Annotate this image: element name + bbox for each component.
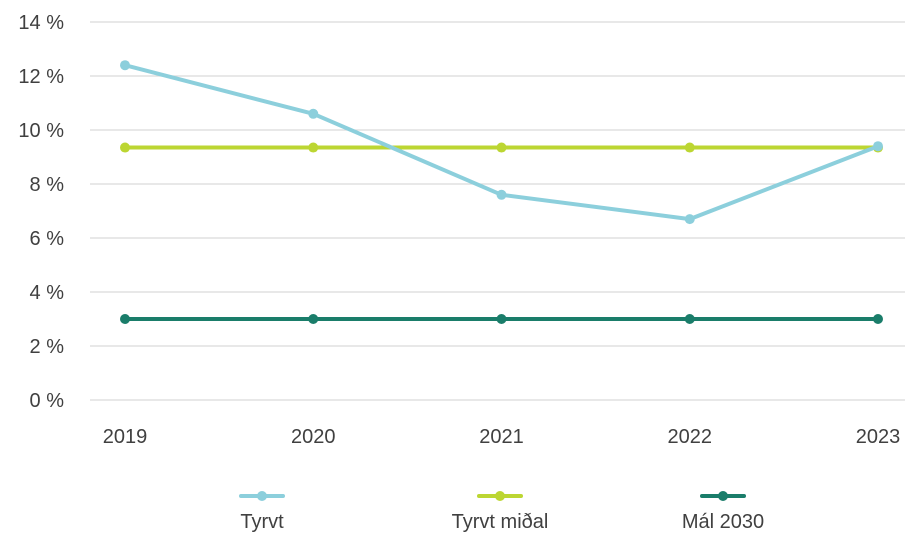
data-point — [684, 314, 695, 324]
legend-label: Mál 2030 — [682, 511, 764, 533]
data-point — [496, 142, 507, 153]
y-tick-label: 2 % — [30, 336, 65, 358]
legend-label: Tyrvt — [240, 511, 284, 533]
y-tick-label: 4 % — [30, 282, 65, 304]
legend-item: Tyrvt miðal — [452, 491, 549, 533]
x-tick-label: 2021 — [479, 426, 524, 448]
data-point — [120, 314, 130, 324]
y-tick-label: 0 % — [30, 390, 65, 412]
x-axis-ticks: 2019 2020 2021 2022 2023 — [103, 426, 901, 448]
y-tick-label: 14 % — [18, 12, 64, 34]
data-point — [120, 142, 130, 153]
legend-swatch-marker — [718, 491, 728, 501]
data-point — [308, 314, 319, 324]
x-tick-label: 2022 — [668, 426, 713, 448]
x-tick-label: 2019 — [103, 426, 148, 448]
legend-swatch-marker — [257, 491, 267, 501]
data-point — [120, 60, 130, 71]
legend-item: Mál 2030 — [682, 491, 764, 533]
legend-label: Tyrvt miðal — [452, 511, 549, 533]
data-point — [873, 141, 883, 152]
data-point — [308, 142, 319, 153]
y-tick-label: 10 % — [18, 120, 64, 142]
grid-lines — [90, 21, 905, 401]
data-point — [873, 314, 883, 324]
y-axis-ticks: 0 % 2 % 4 % 6 % 8 % 10 % 12 % 14 % — [18, 12, 64, 412]
y-tick-label: 12 % — [18, 66, 64, 88]
series-lines — [120, 60, 883, 324]
legend-item: Tyrvt — [239, 491, 285, 533]
data-point — [496, 314, 507, 324]
y-tick-label: 6 % — [30, 228, 65, 250]
y-tick-label: 8 % — [30, 174, 65, 196]
data-point — [496, 189, 507, 200]
data-point — [308, 108, 319, 119]
series-0 — [120, 60, 883, 225]
series-2 — [120, 314, 883, 324]
data-point — [684, 142, 695, 153]
x-tick-label: 2023 — [856, 426, 901, 448]
data-point — [684, 214, 695, 225]
x-tick-label: 2020 — [291, 426, 336, 448]
series-1 — [120, 142, 883, 153]
legend-swatch-marker — [495, 491, 505, 501]
legend: Tyrvt Tyrvt miðal Mál 2030 — [239, 491, 764, 533]
